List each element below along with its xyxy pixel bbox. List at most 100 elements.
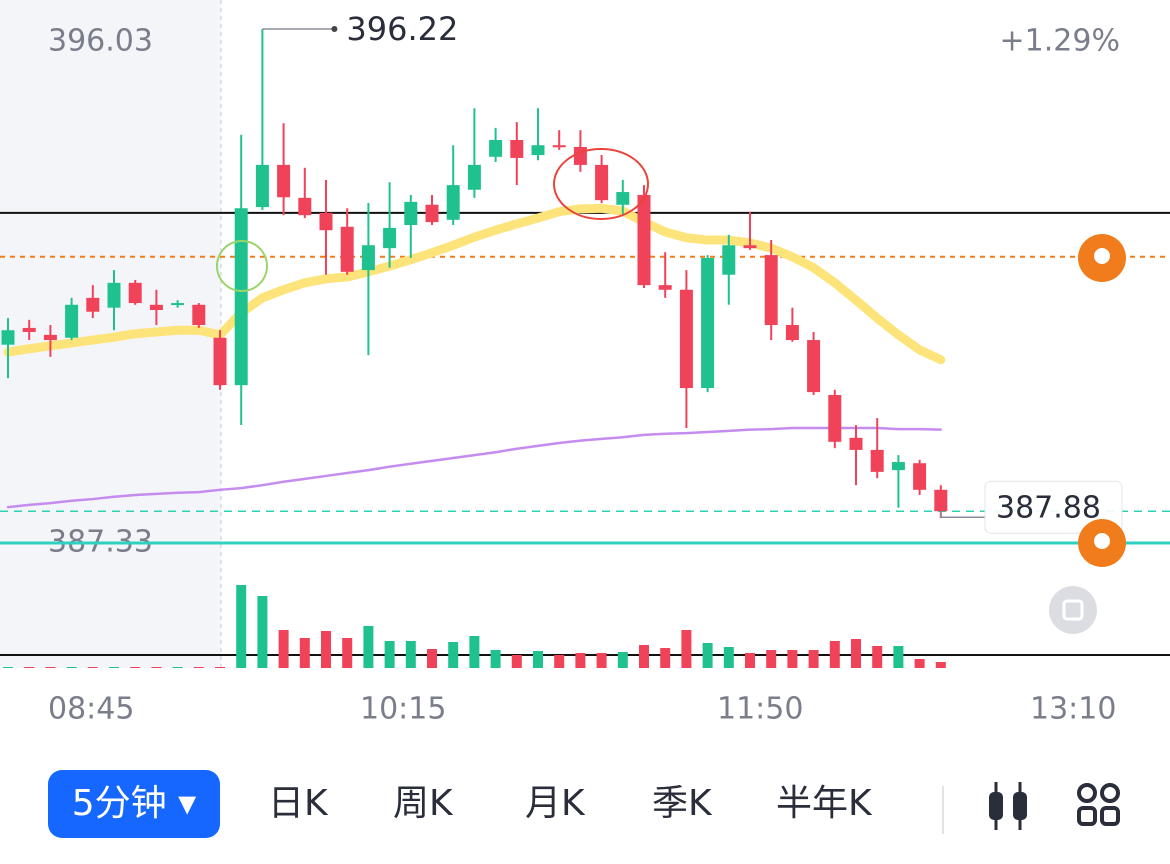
- volume-bar: [384, 641, 395, 668]
- last-price-box: [984, 480, 1123, 534]
- volume-bar: [278, 630, 289, 668]
- volume-bar: [363, 626, 374, 668]
- moving-average: [6, 426, 943, 509]
- candle-body: [1, 330, 15, 345]
- grid-icon[interactable]: [1076, 782, 1122, 828]
- candle-body: [870, 449, 884, 472]
- annotation-circle: [553, 148, 649, 220]
- volume-bar: [257, 596, 268, 668]
- candle-body: [913, 463, 927, 490]
- candle-body: [828, 394, 842, 442]
- candle-body: [743, 245, 757, 249]
- interval-button[interactable]: 5分钟 ▾: [48, 770, 220, 838]
- volume-bar: [575, 653, 586, 668]
- candle-body: [86, 297, 100, 312]
- volume-bar: [914, 659, 925, 668]
- candle-body: [213, 337, 227, 386]
- candle-body: [616, 192, 630, 205]
- volume-bar: [3, 667, 13, 668]
- candle-body: [573, 146, 587, 165]
- last-price-label: 387.88: [996, 491, 1101, 526]
- volume-bar: [851, 639, 861, 668]
- last-pointer: [940, 511, 985, 518]
- volume-bar: [596, 653, 607, 668]
- volume-bar: [299, 638, 310, 668]
- volume-bar: [427, 649, 437, 668]
- volume-bar: [639, 645, 649, 668]
- annotation-circle: [216, 240, 268, 292]
- volume-bar: [215, 667, 225, 668]
- volume-bar: [745, 653, 755, 668]
- volume-bar: [533, 651, 543, 668]
- candle-body: [128, 282, 142, 304]
- candle-body: [446, 185, 460, 220]
- change-pct: +1.29%: [1000, 24, 1120, 59]
- candle-body: [255, 164, 269, 208]
- candle-body: [595, 164, 609, 201]
- candle-body: [785, 325, 799, 341]
- candle-body: [425, 204, 439, 223]
- candle-body: [658, 285, 672, 290]
- candle-body: [22, 327, 36, 332]
- candle-body: [43, 334, 57, 341]
- x-tick-label: 10:15: [360, 692, 446, 727]
- alert-icon[interactable]: [1078, 519, 1126, 567]
- high-dot: [331, 26, 338, 33]
- volume-bar: [490, 650, 501, 668]
- candle-body: [637, 194, 651, 286]
- volume-bar: [723, 647, 734, 668]
- candle-body: [340, 226, 354, 272]
- volume-bar: [469, 636, 480, 668]
- fullscreen-icon[interactable]: [1049, 586, 1097, 634]
- candle-body: [510, 140, 524, 158]
- volume-bar: [829, 641, 840, 668]
- candle-body: [764, 255, 778, 326]
- candle-body: [849, 437, 863, 450]
- candle-body: [531, 145, 545, 156]
- candle-body: [489, 140, 503, 157]
- period-tab[interactable]: 月K: [525, 783, 585, 824]
- volume-bar: [893, 646, 904, 668]
- period-tab[interactable]: 季K: [652, 783, 712, 824]
- divider: [942, 786, 944, 834]
- candle-body: [679, 289, 693, 389]
- candle-body: [149, 304, 163, 311]
- moving-average: [3, 203, 946, 365]
- candle-body: [107, 282, 121, 308]
- volume-bar: [808, 650, 819, 668]
- volume-bar: [130, 667, 141, 668]
- volume-bar: [172, 667, 183, 668]
- candle-body: [192, 304, 206, 326]
- volume-bar: [702, 643, 713, 668]
- candle-body: [277, 164, 291, 198]
- volume-bar: [109, 667, 119, 668]
- candle-icon[interactable]: [985, 780, 1033, 832]
- x-tick-label: 13:10: [1030, 692, 1116, 727]
- period-tab[interactable]: 半年K: [776, 783, 872, 824]
- candle-body: [934, 489, 948, 512]
- candle-body: [807, 340, 821, 393]
- volume-bar: [872, 646, 883, 668]
- candle-body: [234, 208, 248, 386]
- x-tick-label: 08:45: [48, 692, 134, 727]
- candle-body: [298, 197, 312, 216]
- period-tab[interactable]: 日K: [268, 783, 328, 824]
- candle-body: [701, 257, 715, 389]
- y-tick-label: 396.03: [48, 24, 153, 59]
- candle-body: [891, 462, 905, 471]
- high-label: 396.22: [346, 10, 458, 48]
- volume-bar: [342, 638, 353, 668]
- period-tab[interactable]: 周K: [393, 783, 453, 824]
- candle-body: [65, 304, 79, 338]
- x-tick-label: 11:50: [717, 692, 803, 727]
- candle-body: [383, 227, 397, 249]
- candle-body: [361, 245, 375, 271]
- candle-body: [319, 212, 333, 231]
- volume-bar: [681, 630, 692, 668]
- volume-bar: [766, 650, 777, 668]
- volume-bar: [660, 648, 671, 668]
- toolbar: 5分钟 ▾ 日K 周K 月K 季K 半年K: [0, 760, 1170, 850]
- alert-icon[interactable]: [1078, 234, 1126, 282]
